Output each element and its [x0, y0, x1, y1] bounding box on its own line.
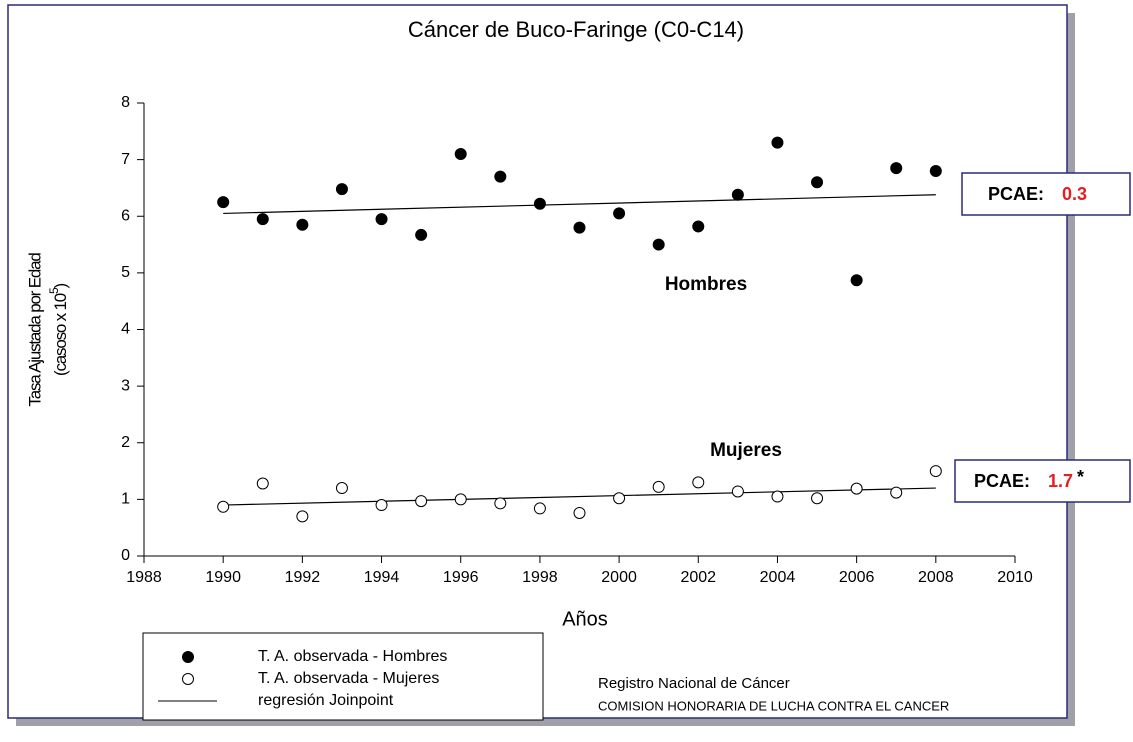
point [217, 500, 230, 513]
x-tick-label: 2000 [601, 569, 637, 586]
legend-label: T. A. observada - Mujeres [258, 670, 439, 687]
point [335, 183, 348, 196]
point [890, 162, 903, 175]
point [850, 274, 863, 287]
point [731, 188, 744, 201]
y-tick-label: 4 [121, 321, 130, 338]
x-tick-label: 2010 [997, 569, 1033, 586]
x-axis-label: Años [562, 608, 608, 630]
legend-label: regresión Joinpoint [258, 692, 394, 709]
credit: Registro Nacional de Cáncer [598, 675, 790, 692]
point [573, 221, 586, 234]
point [811, 176, 824, 189]
point [375, 213, 388, 226]
point [415, 495, 428, 508]
regression-line [223, 194, 936, 215]
y-tick-label: 5 [121, 264, 130, 281]
pcae-box [954, 459, 1131, 503]
chart-title: Cáncer de Buco-Faringe (C0-C14) [408, 17, 744, 42]
point [296, 218, 309, 231]
point [613, 207, 626, 220]
legend-label: T. A. observada - Hombres [258, 648, 447, 665]
x-tick-label: 1994 [364, 569, 400, 586]
point [771, 136, 784, 149]
y-tick-label: 0 [121, 547, 130, 564]
point [256, 213, 269, 226]
point [533, 502, 546, 515]
y-label-text: (casoso x 10 [51, 293, 70, 376]
point [217, 196, 230, 209]
x-tick-label: 2008 [918, 569, 954, 586]
point [929, 164, 942, 177]
point [731, 485, 744, 498]
legend-marker [182, 673, 194, 685]
point [890, 486, 903, 499]
point [692, 220, 705, 233]
x-tick-label: 2006 [839, 569, 875, 586]
pcae-mark: * [1077, 467, 1084, 487]
point [296, 510, 309, 523]
regression-line [223, 487, 936, 506]
point [454, 493, 467, 506]
point [335, 482, 348, 495]
point [652, 238, 665, 251]
y-label-end: ) [51, 284, 70, 289]
point [692, 476, 705, 489]
pcae-value: 0.3 [1062, 184, 1087, 204]
annotation: Mujeres [710, 440, 782, 461]
x-tick-label: 1992 [285, 569, 321, 586]
x-tick-label: 1998 [522, 569, 558, 586]
frame [7, 4, 1068, 719]
y-tick-label: 6 [121, 207, 130, 224]
annotation: Hombres [665, 274, 747, 295]
point [771, 490, 784, 503]
point [613, 492, 626, 505]
y-tick-label: 1 [121, 491, 130, 508]
point [850, 482, 863, 495]
y-tick-label: 7 [121, 151, 130, 168]
point [494, 170, 507, 183]
x-tick-label: 2004 [760, 569, 796, 586]
credit: COMISION HONORARIA DE LUCHA CONTRA EL CA… [598, 698, 949, 713]
point [573, 506, 586, 519]
legend-marker [182, 651, 194, 663]
point [375, 499, 388, 512]
point [533, 197, 546, 210]
point [454, 147, 467, 160]
y-tick-label: 8 [121, 94, 130, 111]
point [929, 465, 942, 478]
x-tick-label: 1990 [205, 569, 241, 586]
y-axis-label-2: (casoso x 105) [47, 284, 70, 376]
x-tick-label: 2002 [680, 569, 716, 586]
pcae-label: PCAE: [974, 471, 1030, 491]
point [811, 492, 824, 505]
pcae-label: PCAE: [988, 184, 1044, 204]
y-tick-label: 3 [121, 377, 130, 394]
y-tick-label: 2 [121, 434, 130, 451]
x-tick-label: 1996 [443, 569, 479, 586]
point [256, 477, 269, 490]
point [415, 228, 428, 241]
pcae-value: 1.7 [1048, 471, 1073, 491]
point [652, 480, 665, 493]
y-axis-label: Tasa Ajustada por Edad [25, 253, 44, 407]
x-tick-label: 1988 [126, 569, 162, 586]
point [494, 497, 507, 510]
y-label-sup: 5 [47, 287, 61, 294]
legend [142, 632, 544, 721]
pcae-box [961, 172, 1131, 216]
